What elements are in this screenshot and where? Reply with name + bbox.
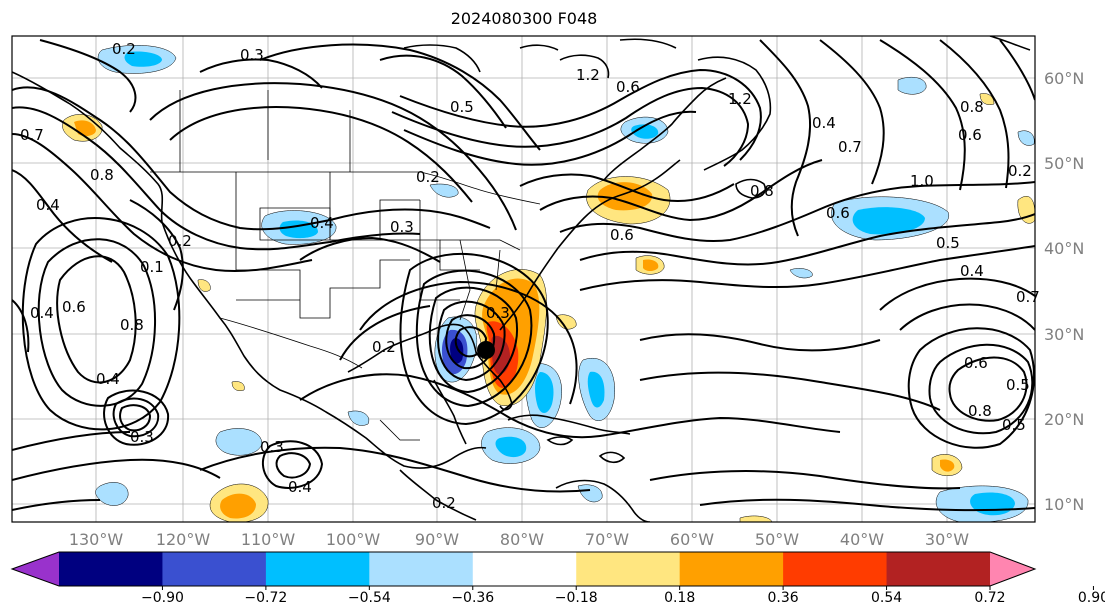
contour-label: 1.2 [576, 66, 600, 84]
colorbar-outline [10, 551, 1037, 587]
contour-label: 0.3 [390, 218, 414, 236]
contour-label: 0.8 [968, 402, 992, 420]
colorbar-tick-label: 0.54 [871, 590, 902, 606]
colorbar-tick-label: 0.90 [1078, 590, 1105, 606]
contour-label: 0.2 [372, 338, 396, 356]
longitude-labels: 130°W 120°W 110°W 100°W 90°W 80°W 70°W 6… [69, 530, 969, 549]
contour-label: 0.6 [616, 78, 640, 96]
lon-label: 90°W [415, 530, 459, 549]
colorbar-tick-label: −0.90 [141, 590, 184, 606]
colorbar-segment [265, 552, 370, 586]
contour-label: 0.6 [62, 298, 86, 316]
colorbar-tick-label: 0.36 [768, 590, 799, 606]
lat-label: 50°N [1044, 154, 1084, 173]
contour-label: 0.8 [90, 166, 114, 184]
lat-label: 30°N [1044, 325, 1084, 344]
contour-label: 1.2 [728, 90, 752, 108]
lon-label: 130°W [69, 530, 124, 549]
lon-label: 30°W [925, 530, 969, 549]
colorbar-tick-label: −0.54 [348, 590, 391, 606]
contour-label: 0.8 [960, 98, 984, 116]
contour-label: 0.6 [964, 354, 988, 372]
contour-label: 0.6 [958, 126, 982, 144]
colorbar-tick-label: 0.18 [664, 590, 695, 606]
contour-label: 0.8 [750, 182, 774, 200]
contour-label: 0.3 [240, 46, 264, 64]
contour-label: 0.4 [310, 214, 334, 232]
colorbar-tick-label: 0.72 [974, 590, 1005, 606]
contour-label: 0.5 [1002, 416, 1026, 434]
map-title: 2024080300 F048 [450, 9, 598, 28]
contour-label: 0.4 [812, 114, 836, 132]
contour-label: 0.4 [36, 196, 60, 214]
colorbar-segment [679, 552, 784, 586]
contour-label: 0.7 [20, 126, 44, 144]
contour-lines [12, 39, 1035, 512]
contour-label: 0.3 [130, 428, 154, 446]
contour-label: 0.2 [1008, 162, 1032, 180]
contour-label: 0.1 [140, 258, 164, 276]
lat-label: 60°N [1044, 69, 1084, 88]
colorbar-segment [369, 552, 474, 586]
colorbar-segment [576, 552, 681, 586]
colorbar-segment [886, 552, 991, 586]
lat-label: 10°N [1044, 495, 1084, 514]
hurricane-center-icon [477, 341, 495, 359]
lon-label: 70°W [585, 530, 629, 549]
lon-label: 100°W [326, 530, 381, 549]
plot-frame [11, 35, 1036, 523]
lat-label: 20°N [1044, 410, 1084, 429]
contour-label: 0.4 [30, 304, 54, 322]
contour-label: 0.6 [610, 226, 634, 244]
lon-label: 110°W [241, 530, 296, 549]
colorbar-segment [162, 552, 267, 586]
contour-label: 0.5 [1006, 376, 1030, 394]
lat-label: 40°N [1044, 239, 1084, 258]
contour-label: 0.2 [112, 40, 136, 58]
contour-labels: 0.2 0.3 0.5 1.2 0.6 1.2 0.4 0.7 0.6 0.8 … [20, 40, 1040, 512]
lon-label: 50°W [755, 530, 799, 549]
contour-label: 0.3 [486, 304, 510, 322]
contour-label: 0.5 [450, 98, 474, 116]
contour-label: 0.7 [838, 138, 862, 156]
colorbar-tick-label: −0.36 [451, 590, 494, 606]
contour-label: 0.5 [936, 234, 960, 252]
lon-label: 60°W [670, 530, 714, 549]
lon-label: 40°W [840, 530, 884, 549]
colorbar-segment [472, 552, 577, 586]
contour-label: 0.8 [120, 316, 144, 334]
contour-label: 0.3 [260, 438, 284, 456]
contour-label: 0.4 [96, 370, 120, 388]
lon-label: 120°W [156, 530, 211, 549]
colorbar-min-extension [12, 552, 59, 586]
contour-label: 0.6 [826, 204, 850, 222]
contour-label: 0.2 [432, 494, 456, 512]
contour-label: 1.0 [910, 172, 934, 190]
colorbar-tick-label: −0.72 [244, 590, 287, 606]
contour-label: 0.4 [960, 262, 984, 280]
contour-label: 0.4 [288, 478, 312, 496]
colorbar-max-extension [990, 552, 1035, 586]
latitude-labels: 60°N 50°N 40°N 30°N 20°N 10°N [1044, 69, 1084, 514]
contour-label: 0.2 [168, 232, 192, 250]
colorbar: −0.90 −0.72 −0.54 −0.36 −0.18 0.18 0.36 0.54 0.7… [10, 551, 1105, 606]
colorbar-segment [59, 552, 163, 586]
contour-label: 0.7 [1016, 288, 1040, 306]
colorbar-segment [783, 552, 888, 586]
colorbar-tick-label: −0.18 [555, 590, 598, 606]
contour-label: 0.2 [416, 168, 440, 186]
lon-label: 80°W [500, 530, 544, 549]
coastlines [12, 36, 1031, 522]
